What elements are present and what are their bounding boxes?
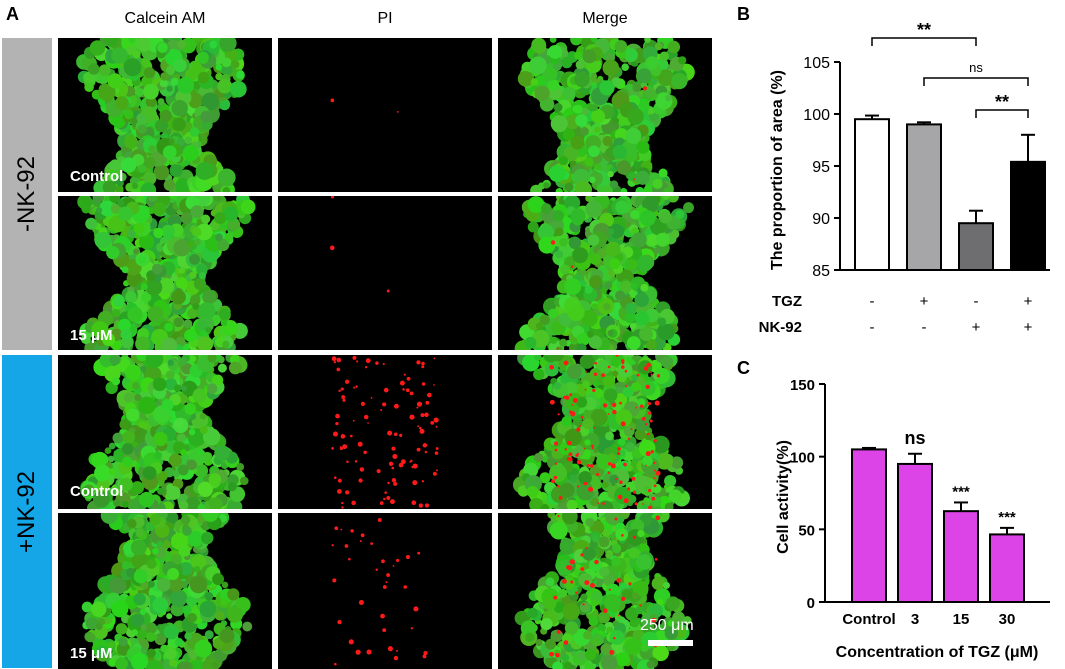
significance-label: ** [917, 20, 931, 40]
y-tick-label: 150 [790, 377, 815, 394]
condition-symbol: + [920, 293, 929, 310]
column-header-merge: Merge [582, 10, 628, 27]
bar [943, 510, 979, 604]
image-merge-control-minus [498, 38, 712, 192]
bar [906, 123, 942, 272]
y-tick-label: 85 [812, 263, 830, 280]
condition-symbol: + [1024, 319, 1033, 336]
significance-label: *** [952, 483, 970, 500]
panel-c-label: C [737, 358, 750, 378]
row-label-15um-minus: 15 μM [70, 327, 113, 344]
bar [854, 118, 890, 271]
condition-symbol: - [922, 319, 927, 336]
image-pi-control-minus [278, 38, 492, 192]
significance-label: ns [904, 428, 925, 448]
y-tick-label: 100 [790, 450, 815, 467]
image-pi-15um-plus [278, 513, 492, 669]
bar [1010, 160, 1046, 271]
significance-bracket [871, 37, 977, 46]
image-pi-15um-minus [278, 196, 492, 350]
bar [958, 222, 994, 271]
image-merge-15um-plus [498, 513, 712, 669]
column-header-pi: PI [377, 10, 393, 27]
image-pi-control-plus [278, 355, 492, 509]
micrograph [331, 518, 428, 666]
x-tick-label: 30 [999, 611, 1016, 628]
y-tick-label: 50 [798, 522, 815, 539]
bar [989, 533, 1025, 603]
chart-b: 85 90 95 100 105 The proportion of area (%) **… [759, 20, 1050, 336]
micrograph [514, 196, 694, 350]
image-calcein-control-plus [58, 355, 272, 509]
column-header-calcein: Calcein AM [124, 10, 206, 27]
condition-symbol: - [974, 293, 979, 310]
y-tick-label: 95 [812, 159, 830, 176]
micrograph [512, 355, 690, 509]
significance-label: ns [969, 60, 983, 75]
bar [897, 462, 933, 603]
row-label-control-plus: Control [70, 483, 124, 500]
micrograph [331, 355, 439, 509]
panel-b-label: B [737, 4, 750, 24]
x-axis-label: Concentration of TGZ (μM) [836, 644, 1039, 661]
micrograph [330, 98, 399, 113]
x-tick-label: 15 [953, 611, 970, 628]
condition-row-label: NK-92 [759, 319, 802, 336]
significance-label: *** [998, 509, 1016, 526]
row-label-control-minus: Control [70, 168, 124, 185]
significance-bracket [923, 77, 1029, 86]
bar [851, 448, 887, 604]
y-axis-label: Cell activity(%) [775, 440, 792, 554]
condition-row-label: TGZ [772, 293, 802, 310]
image-calcein-15um-plus [58, 513, 272, 669]
micrograph [77, 196, 256, 350]
micrograph [80, 355, 249, 509]
x-tick-label: Control [842, 611, 895, 628]
y-tick-label: 0 [807, 595, 815, 612]
condition-symbol: + [1024, 293, 1033, 310]
image-merge-15um-minus [498, 196, 712, 350]
condition-symbol: - [870, 319, 875, 336]
condition-symbol: - [870, 293, 875, 310]
micrograph [329, 196, 390, 293]
micrograph [76, 38, 247, 192]
micrograph [81, 513, 253, 669]
image-merge-control-plus [498, 355, 712, 509]
micrograph [514, 513, 692, 669]
micrograph [517, 38, 695, 192]
y-axis-label: The proportion of area (%) [769, 70, 786, 270]
y-tick-label: 90 [812, 211, 830, 228]
image-calcein-15um-minus [58, 196, 272, 350]
row-label-15um-plus: 15 μM [70, 645, 113, 662]
significance-bracket [975, 109, 1029, 118]
significance-label: ** [995, 92, 1009, 112]
y-tick-label: 105 [803, 55, 830, 72]
group-label-minus-nk92: -NK-92 [2, 38, 52, 350]
scale-bar-label: 250 μm [640, 617, 694, 634]
x-tick-label: 3 [911, 611, 919, 628]
group-label-plus-nk92: +NK-92 [2, 355, 52, 668]
panel-a-label: A [6, 4, 19, 24]
image-calcein-control-minus [58, 38, 272, 192]
condition-symbol: + [972, 319, 981, 336]
y-tick-label: 100 [803, 107, 830, 124]
chart-c: 0 50 100 150 Cell activity(%) Control ns 3 *** 15… [775, 377, 1050, 661]
scale-bar [648, 640, 693, 646]
